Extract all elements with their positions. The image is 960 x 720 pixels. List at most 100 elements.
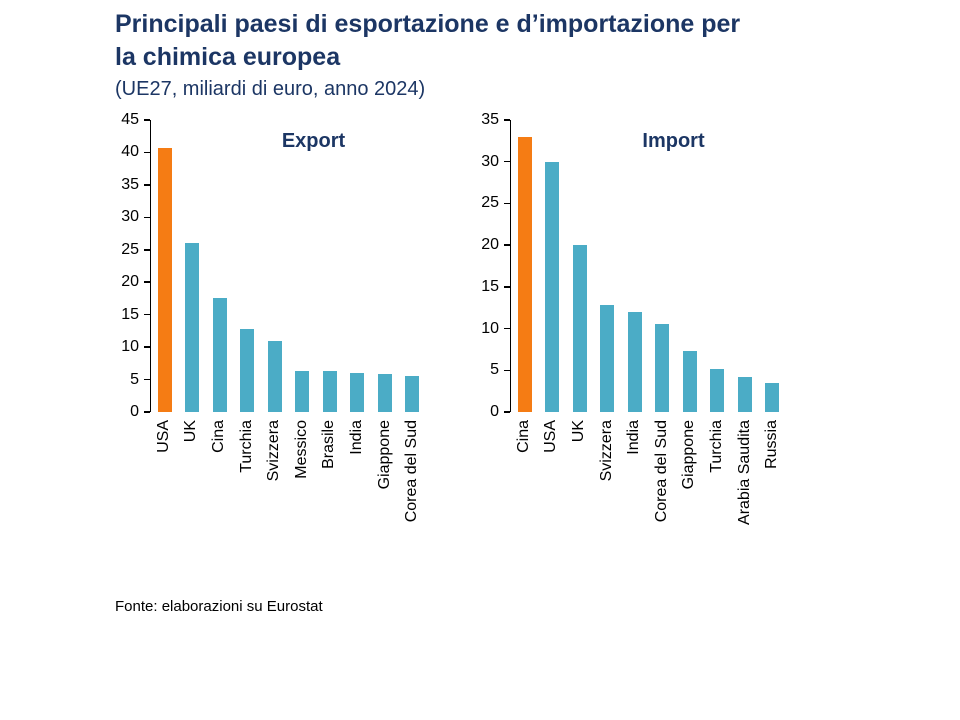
bar xyxy=(600,305,615,412)
plot-area: Export xyxy=(150,120,426,412)
x-label-slot: Arabia Saudita xyxy=(731,412,759,525)
category-label: Brasile xyxy=(320,420,338,469)
y-axis: 45 40 35 30 25 20 15 10 5 0 xyxy=(112,111,150,420)
category-label: Giappone xyxy=(375,420,393,490)
y-tick-label: 5 xyxy=(130,370,139,388)
y-tick-label: 0 xyxy=(490,403,499,420)
y-tick-label: 5 xyxy=(490,361,499,379)
y-tick-label: 20 xyxy=(481,236,499,254)
import-chart: 35 30 25 20 15 10 5 0 Import Cina USA UK Svizzera Ind… xyxy=(472,111,786,525)
bar-slot xyxy=(566,120,594,412)
bar xyxy=(545,161,560,412)
bar-slot xyxy=(206,120,234,412)
bar-slot xyxy=(261,120,289,412)
y-tick xyxy=(504,119,510,121)
bar xyxy=(185,243,200,412)
category-label: India xyxy=(625,420,643,455)
y-tick xyxy=(144,313,150,316)
bar xyxy=(682,351,697,412)
chart-title: Import xyxy=(642,130,705,152)
y-tick-label: 45 xyxy=(121,111,139,128)
bar-slot xyxy=(704,120,732,412)
y-tick-label: 35 xyxy=(481,111,499,128)
bar xyxy=(267,340,282,412)
category-label: UK xyxy=(569,420,587,443)
source-note: Fonte: elaborazioni su Eurostat xyxy=(115,598,323,615)
category-label: Arabia Saudita xyxy=(735,420,753,525)
x-label-slot: Svizzera xyxy=(260,412,288,481)
x-label-slot: Messico xyxy=(288,412,316,479)
category-label: Corea del Sud xyxy=(652,420,670,523)
x-label-slot: UK xyxy=(178,412,206,442)
y-tick-label: 30 xyxy=(481,152,499,170)
y-tick-label: 10 xyxy=(121,338,139,356)
x-label-slot: India xyxy=(343,412,371,455)
x-label-slot: USA xyxy=(538,412,566,453)
x-label-slot: Turchia xyxy=(233,412,261,473)
x-label-slot: Corea del Sud xyxy=(648,412,676,522)
plot-area: Import xyxy=(510,120,786,412)
y-tick xyxy=(144,281,150,283)
y-tick xyxy=(504,327,510,330)
category-label: Cina xyxy=(209,420,227,453)
x-label-slot: Turchia xyxy=(703,412,731,473)
bar-slot xyxy=(594,120,622,412)
bar-slot xyxy=(179,120,207,412)
category-label: Russia xyxy=(763,420,781,469)
bar xyxy=(212,298,227,412)
y-tick-label: 40 xyxy=(121,143,139,161)
x-label-slot: Giappone xyxy=(676,412,704,489)
bar xyxy=(627,311,642,412)
category-label: Cina xyxy=(514,420,532,453)
bar-slot xyxy=(344,120,372,412)
bar xyxy=(295,371,310,412)
bar xyxy=(737,376,752,412)
category-label: Giappone xyxy=(680,420,698,490)
bar xyxy=(157,147,172,412)
category-label: Turchia xyxy=(237,420,255,473)
y-tick xyxy=(144,346,150,348)
y-tick xyxy=(504,286,510,288)
bar-slot xyxy=(511,120,539,412)
y-tick xyxy=(144,184,150,186)
y-tick xyxy=(504,244,510,246)
bar-slot xyxy=(371,120,399,412)
y-tick-label: 15 xyxy=(121,305,139,323)
y-tick xyxy=(144,119,150,121)
x-label-slot: Cina xyxy=(205,412,233,453)
category-label: Turchia xyxy=(707,420,725,473)
y-tick xyxy=(144,378,150,381)
bar-slot xyxy=(539,120,567,412)
bar-slot xyxy=(234,120,262,412)
y-tick-label: 35 xyxy=(121,175,139,193)
y-tick-label: 25 xyxy=(121,240,139,258)
y-tick xyxy=(144,151,150,154)
bar-slot xyxy=(289,120,317,412)
bar xyxy=(517,136,532,412)
charts-row: 45 40 35 30 25 20 15 10 5 0 Export USA UK Cina Turchia… xyxy=(112,111,786,525)
bar xyxy=(322,371,337,412)
bar-slot xyxy=(676,120,704,412)
export-chart: 45 40 35 30 25 20 15 10 5 0 Export USA UK Cina Turchia… xyxy=(112,111,426,525)
category-label: USA xyxy=(542,420,560,453)
x-label-slot: Brasile xyxy=(316,412,344,469)
bar xyxy=(350,373,365,412)
category-label: Messico xyxy=(292,420,310,479)
page-title: Principali paesi di esportazione e d’imp… xyxy=(115,10,741,71)
category-label: Svizzera xyxy=(265,420,283,482)
y-tick xyxy=(504,411,510,413)
bar xyxy=(655,324,670,412)
category-label: Corea del Sud xyxy=(403,420,421,523)
x-label-slot: India xyxy=(620,412,648,455)
y-tick-label: 0 xyxy=(130,403,139,420)
bar xyxy=(377,374,392,412)
y-tick-label: 15 xyxy=(481,277,499,295)
y-tick-label: 10 xyxy=(481,319,499,337)
y-tick-label: 25 xyxy=(481,194,499,212)
x-label-slot: USA xyxy=(150,412,178,453)
bar-slot xyxy=(316,120,344,412)
bar-slot xyxy=(621,120,649,412)
chart-title: Export xyxy=(281,130,346,152)
x-labels: USA UK Cina Turchia Svizzera Messico Brasile In… xyxy=(150,412,426,525)
category-label: Svizzera xyxy=(597,420,615,482)
